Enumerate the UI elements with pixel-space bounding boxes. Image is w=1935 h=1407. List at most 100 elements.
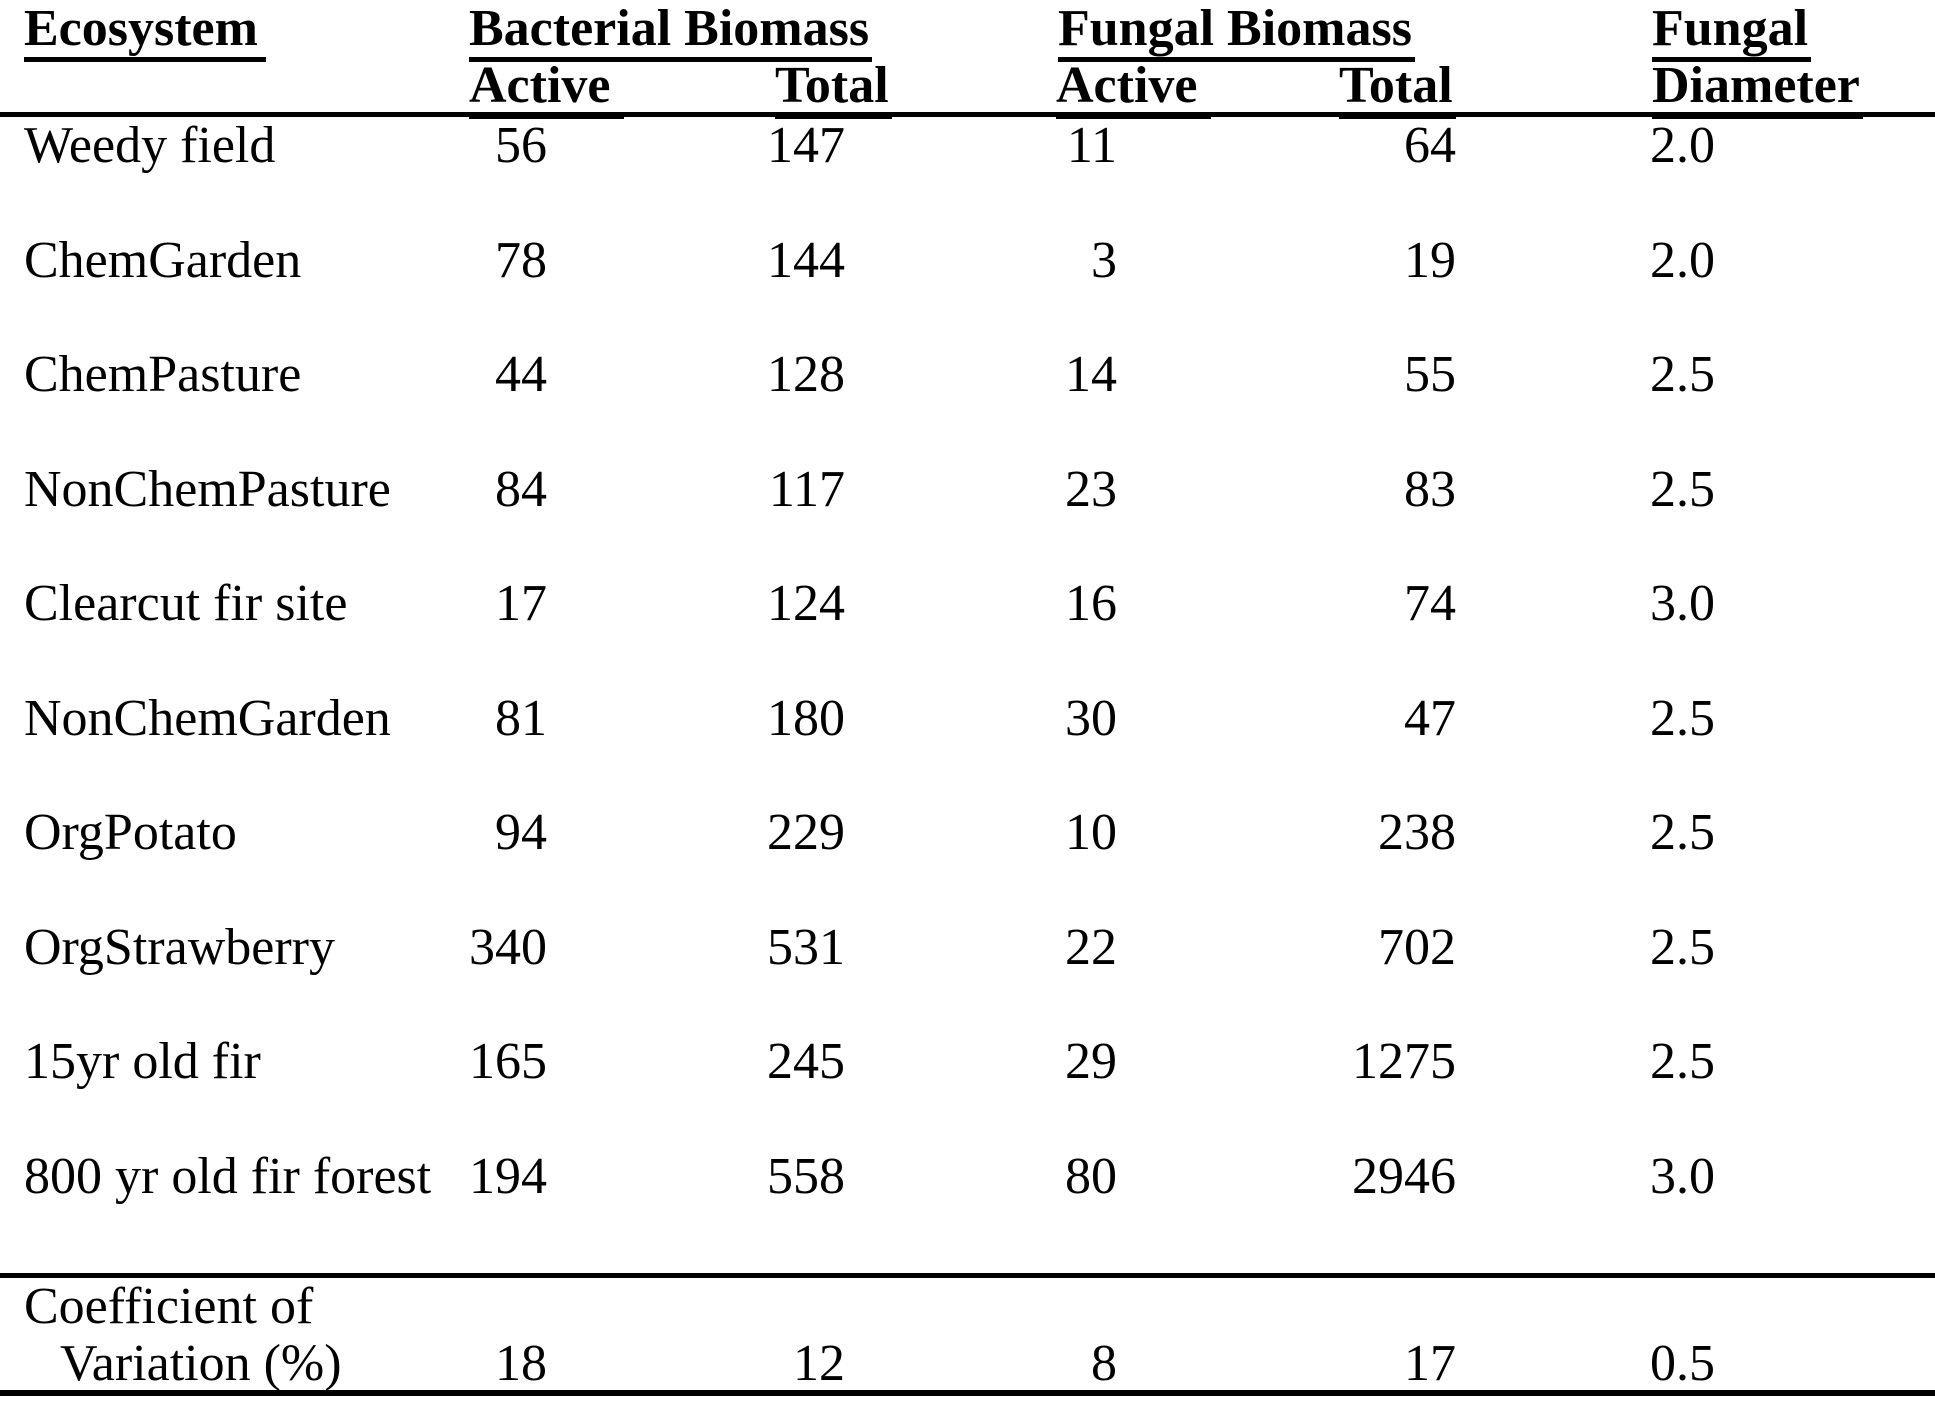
col-group-fungal-biomass: Fungal Biomass: [940, 0, 1555, 62]
fungal-diameter-cell: 2.0: [1650, 117, 1715, 174]
fungal-diameter-cell: 2.5: [1650, 918, 1715, 976]
ecosystem-cell: OrgPotato: [24, 804, 237, 861]
col-header-bacterial-active: Active: [455, 57, 640, 119]
table-row-nonchempasture: NonChemPasture 84 117 23 83 2.5: [0, 461, 1935, 576]
table-header-group-row: Ecosystem Bacterial Biomass Fungal Bioma…: [0, 0, 1935, 62]
cv-fungal-total-cell: 17: [1404, 1335, 1456, 1392]
bacterial-total-cell: 117: [768, 460, 845, 518]
bacterial-active-cell: 94: [495, 804, 547, 861]
bacterial-total-cell: 144: [767, 231, 845, 289]
fungal-active-cell: 16: [1065, 575, 1117, 632]
fungal-diameter-cell: 2.5: [1650, 689, 1715, 747]
fungal-active-label: Active: [1056, 60, 1212, 119]
fungal-total-cell: 47: [1404, 689, 1456, 747]
bacterial-active-cell: 17: [495, 575, 547, 632]
bacterial-total-label: Total: [775, 60, 892, 119]
col-header-bacterial-total: Total: [640, 57, 940, 119]
ecosystem-cell: ChemPasture: [24, 346, 302, 403]
fungal-active-cell: 23: [1065, 460, 1117, 518]
col-header-fungal-total: Total: [1230, 57, 1555, 119]
fungal-total-cell: 64: [1404, 117, 1456, 174]
table-row-800yr-old-fir-forest: 800 yr old fir forest 194 558 80 2946 3.…: [0, 1148, 1935, 1274]
ecosystem-header-label: Ecosystem: [24, 3, 266, 62]
cv-label-line1: Coefficient of: [24, 1278, 314, 1335]
bacterial-total-cell: 147: [767, 117, 845, 174]
fungal-diameter-cell: 2.5: [1650, 804, 1715, 861]
bacterial-active-cell: 44: [495, 346, 547, 403]
fungal-active-cell: 29: [1065, 1033, 1117, 1090]
footer-divider-rule: [0, 1273, 1935, 1278]
bacterial-active-label: Active: [469, 60, 625, 119]
ecosystem-cell: OrgStrawberry: [24, 918, 335, 976]
col-header-fungal-active: Active: [940, 57, 1230, 119]
table-row-orgstrawberry: OrgStrawberry 340 531 22 702 2.5: [0, 919, 1935, 1034]
fungal-diameter-cell: 2.5: [1650, 346, 1715, 403]
bacterial-biomass-group-label: Bacterial Biomass: [469, 3, 873, 62]
table-row-chempasture: ChemPasture 44 128 14 55 2.5: [0, 346, 1935, 461]
table-bottom-rule: [0, 1390, 1935, 1396]
bacterial-active-cell: 81: [495, 689, 547, 747]
fungal-total-cell: 83: [1404, 460, 1456, 518]
fungal-active-cell: 30: [1065, 689, 1117, 747]
fungal-diameter-cell: 3.0: [1650, 575, 1715, 632]
fungal-diameter-cell: 2.0: [1650, 231, 1715, 289]
bacterial-total-cell: 124: [767, 575, 845, 632]
bacterial-active-cell: 78: [495, 231, 547, 289]
cv-bacterial-total-cell: 12: [793, 1335, 845, 1392]
bacterial-total-cell: 128: [767, 346, 845, 403]
cv-fungal-active-cell: 8: [1091, 1335, 1117, 1392]
fungal-active-cell: 11: [1066, 117, 1117, 174]
ecosystem-cell: NonChemPasture: [24, 460, 391, 518]
bacterial-active-cell: 165: [469, 1033, 547, 1090]
ecosystem-cell: 800 yr old fir forest: [24, 1147, 432, 1205]
ecosystem-cell: 15yr old fir: [24, 1033, 261, 1090]
fungal-total-cell: 702: [1378, 918, 1456, 976]
cv-bacterial-active-cell: 18: [495, 1335, 547, 1392]
cv-fungal-diameter-cell: 0.5: [1650, 1335, 1715, 1392]
ecosystem-cell: Clearcut fir site: [24, 575, 348, 632]
header-divider-rule: [0, 112, 1935, 117]
fungal-active-cell: 10: [1065, 804, 1117, 861]
fungal-biomass-group-label: Fungal Biomass: [1058, 3, 1415, 62]
bacterial-active-cell: 340: [469, 918, 547, 976]
fungal-total-cell: 238: [1378, 804, 1456, 861]
fungal-total-cell: 1275: [1352, 1033, 1456, 1090]
fungal-total-cell: 74: [1404, 575, 1456, 632]
table-row-nonchemgarden: NonChemGarden 81 180 30 47 2.5: [0, 690, 1935, 805]
fungal-total-cell: 2946: [1352, 1147, 1456, 1205]
table-row-orgpotato: OrgPotato 94 229 10 238 2.5: [0, 804, 1935, 919]
ecosystem-cell: ChemGarden: [24, 231, 302, 289]
fungal-active-cell: 80: [1065, 1147, 1117, 1205]
bacterial-active-cell: 194: [469, 1147, 547, 1205]
subheader-ecosystem-empty: [0, 57, 455, 119]
fungal-total-cell: 19: [1404, 231, 1456, 289]
fungal-total-cell: 55: [1404, 346, 1456, 403]
fungal-active-cell: 3: [1091, 231, 1117, 289]
fungal-total-label: Total: [1339, 60, 1456, 119]
bacterial-total-cell: 229: [767, 804, 845, 861]
col-header-ecosystem: Ecosystem: [0, 0, 455, 62]
bacterial-total-cell: 531: [767, 918, 845, 976]
bacterial-total-cell: 180: [767, 689, 845, 747]
cv-label-cell: Coefficient of Variation (%): [0, 1278, 455, 1392]
fungal-diameter-cell: 2.5: [1650, 460, 1715, 518]
bacterial-total-cell: 245: [767, 1033, 845, 1090]
ecosystem-cell: NonChemGarden: [24, 689, 391, 747]
fungal-active-cell: 22: [1065, 918, 1117, 976]
fungal-diameter-label-line2: Diameter: [1652, 60, 1863, 119]
bacterial-active-cell: 56: [495, 117, 547, 174]
table-header-sub-row: Active Total Active Total Diameter: [0, 57, 1935, 119]
col-header-fungal-diameter-line2: Diameter: [1555, 57, 1935, 119]
col-group-fungal-diameter-line1: Fungal: [1555, 0, 1935, 62]
fungal-active-cell: 14: [1065, 346, 1117, 403]
bacterial-total-cell: 558: [767, 1147, 845, 1205]
fungal-diameter-cell: 2.5: [1650, 1033, 1715, 1090]
table-row-15yr-old-fir: 15yr old fir 165 245 29 1275 2.5: [0, 1033, 1935, 1148]
table-row-coefficient-of-variation: Coefficient of Variation (%) 18 12 8 17 …: [0, 1278, 1935, 1392]
table-row-clearcut-fir-site: Clearcut fir site 17 124 16 74 3.0: [0, 575, 1935, 690]
ecosystem-cell: Weedy field: [24, 117, 276, 174]
cv-label-line2: Variation (%): [60, 1335, 342, 1393]
fungal-diameter-cell: 3.0: [1650, 1147, 1715, 1205]
table-row-weedy-field: Weedy field 56 147 11 64 2.0: [0, 117, 1935, 232]
